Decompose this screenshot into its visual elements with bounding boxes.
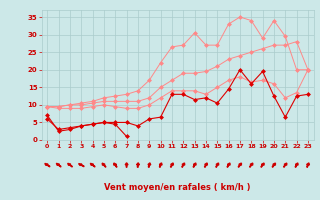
Text: Vent moyen/en rafales ( km/h ): Vent moyen/en rafales ( km/h ) <box>104 183 251 192</box>
